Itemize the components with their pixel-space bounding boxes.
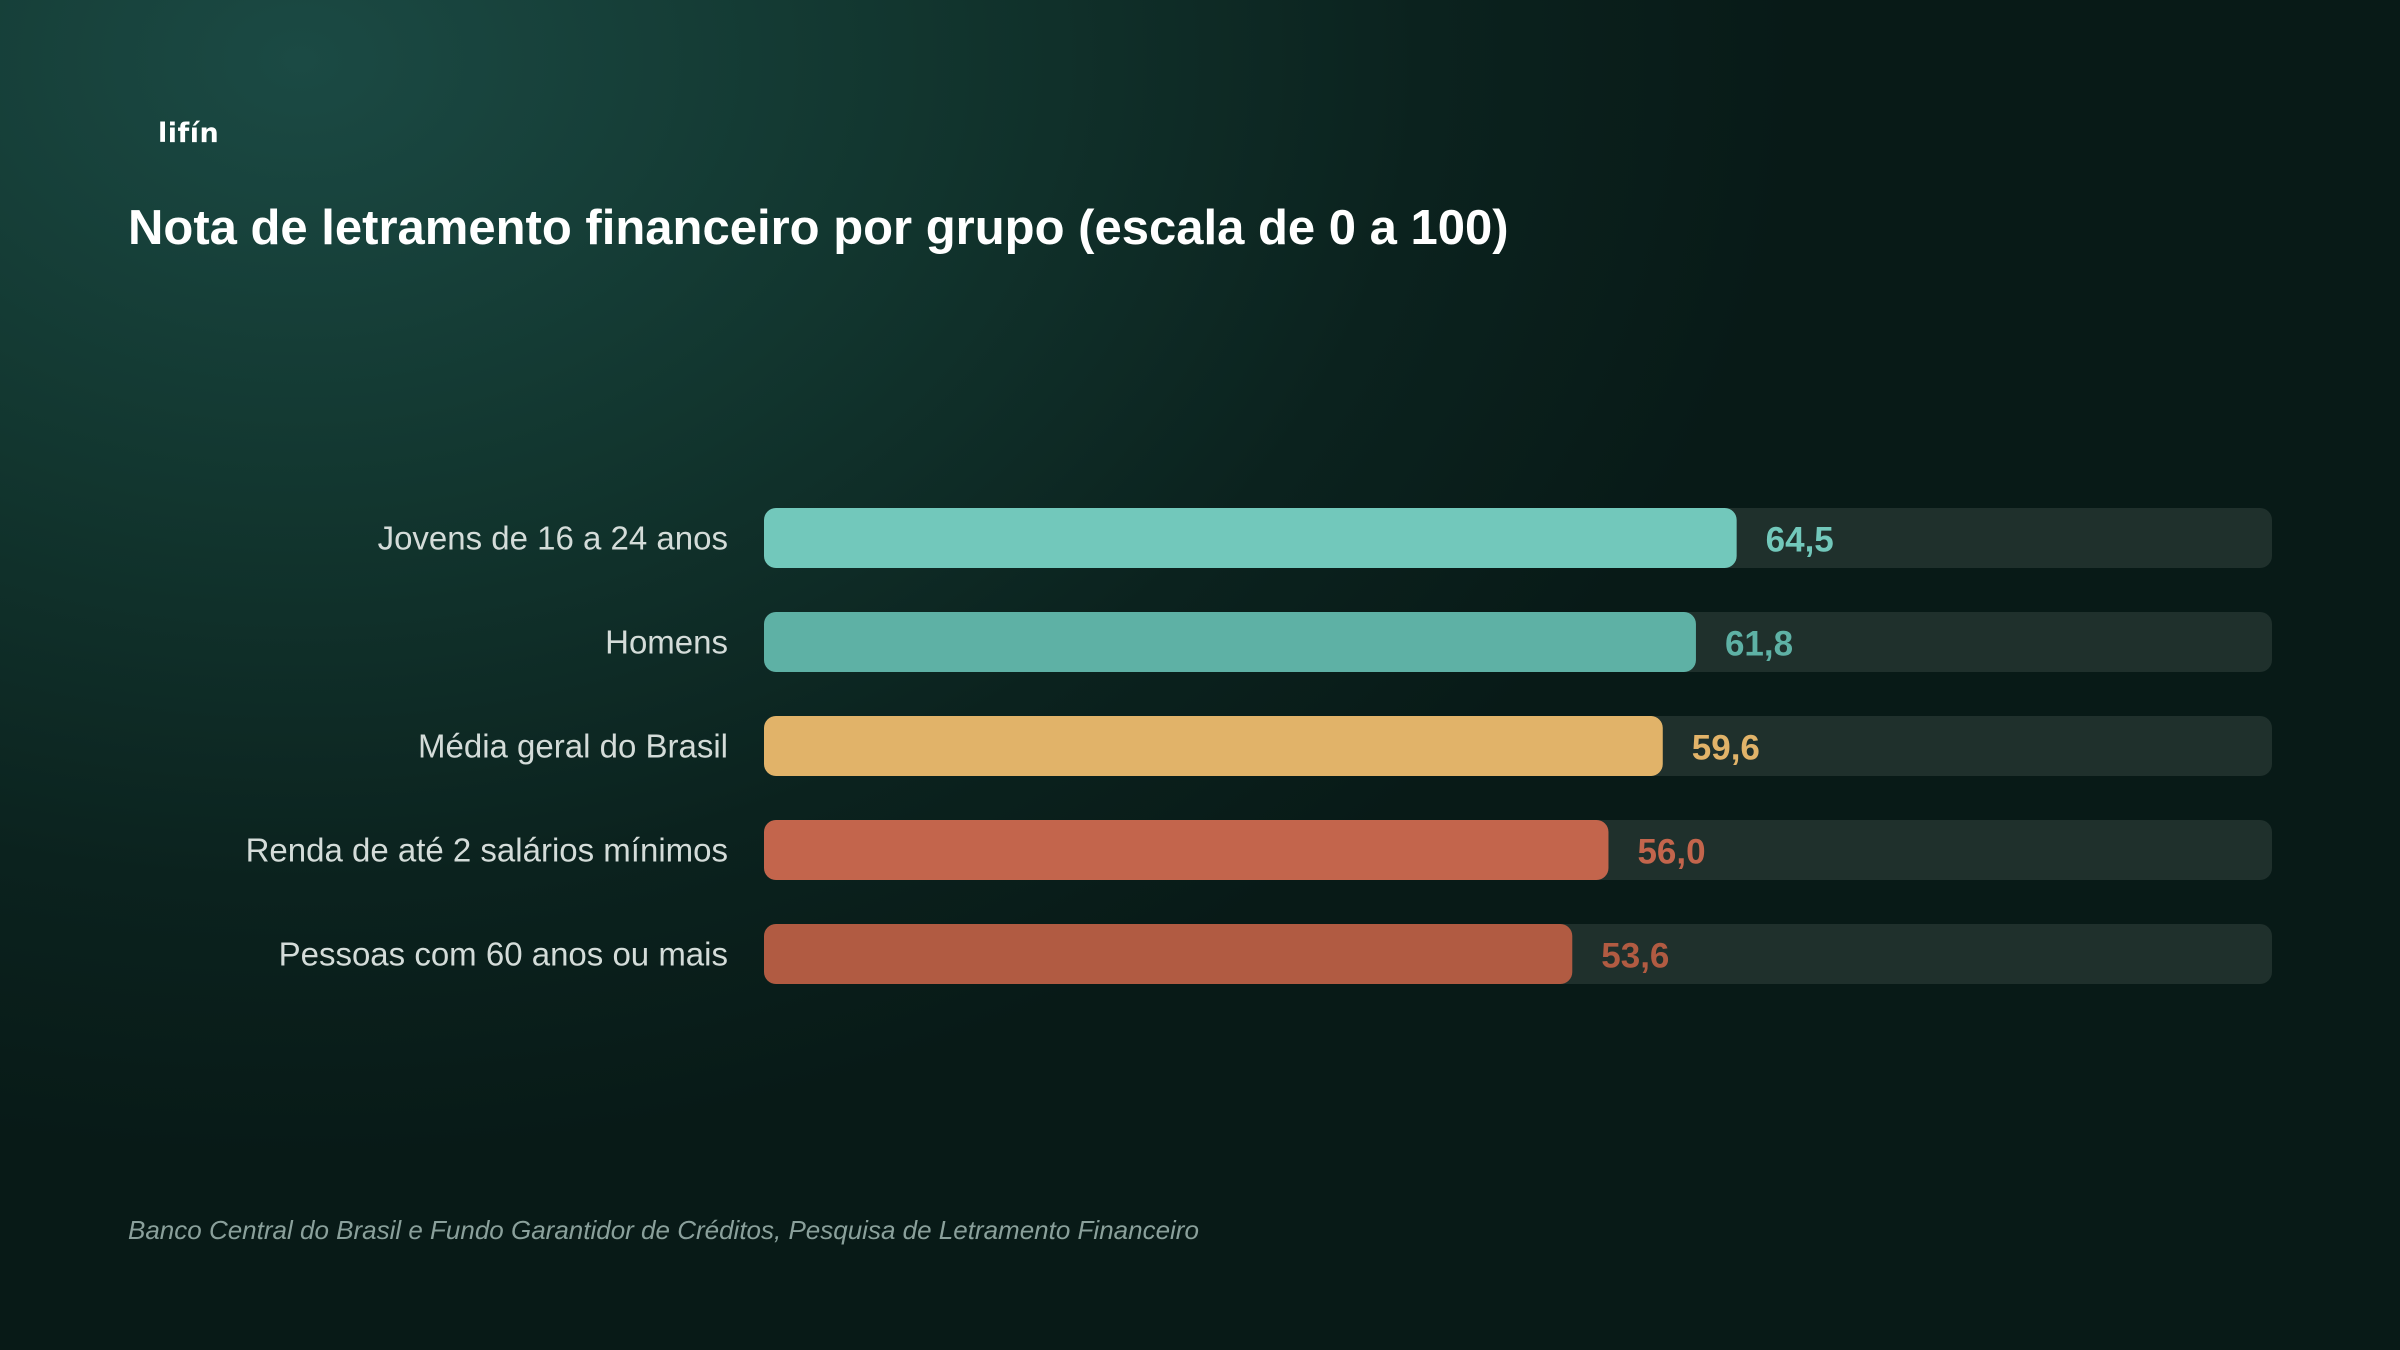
category-label: Homens [605,624,728,661]
category-label: Pessoas com 60 anos ou mais [279,936,728,973]
data-label: 53,6 [1601,937,1669,976]
bar [764,820,1609,880]
data-label: 59,6 [1692,729,1760,768]
chart-title: Nota de letramento financeiro por grupo … [128,201,1509,255]
bar [764,716,1663,776]
bar [764,508,1737,568]
brand-logo: lifín [158,118,220,149]
bar [764,924,1573,984]
category-label: Jovens de 16 a 24 anos [378,520,728,557]
data-label: 56,0 [1637,833,1705,872]
bar [764,612,1696,672]
source-note: Banco Central do Brasil e Fundo Garantid… [128,1215,1199,1245]
data-label: 61,8 [1725,625,1793,664]
data-label: 64,5 [1766,521,1834,560]
category-label: Média geral do Brasil [418,728,728,765]
category-label: Renda de até 2 salários mínimos [246,832,728,869]
